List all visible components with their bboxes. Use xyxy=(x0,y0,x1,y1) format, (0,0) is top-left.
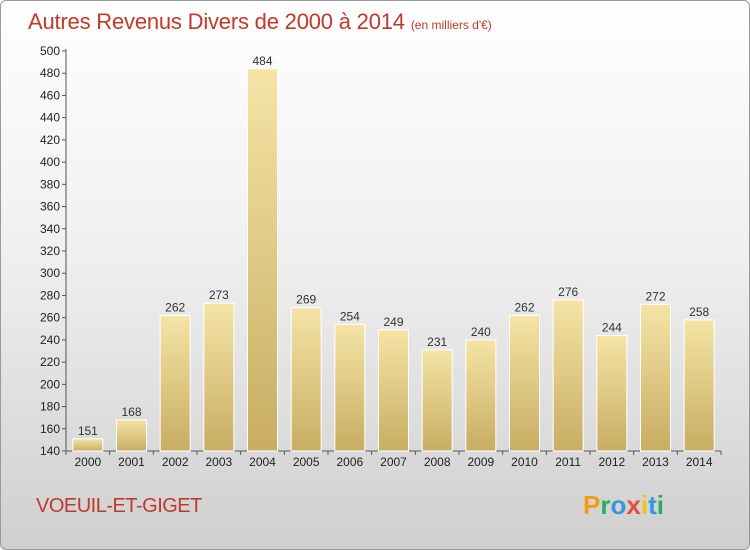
x-tick-label: 2013 xyxy=(642,455,669,469)
value-label-2001: 168 xyxy=(121,405,141,419)
bar-2009 xyxy=(465,339,497,452)
x-tick-label: 2006 xyxy=(336,455,363,469)
value-label-2013: 272 xyxy=(645,289,665,303)
y-tick-label: 420 xyxy=(40,133,60,147)
proxiti-logo[interactable]: Proxiti xyxy=(583,490,664,521)
logo-letter: i xyxy=(656,490,664,520)
value-label-2012: 244 xyxy=(602,320,622,334)
bar-2006 xyxy=(334,323,366,452)
y-tick-label: 140 xyxy=(40,444,60,458)
value-label-2006: 254 xyxy=(340,309,360,323)
chart-subtitle: (en milliers d'€) xyxy=(410,18,492,32)
x-tick-label: 2000 xyxy=(74,455,101,469)
y-tick-label: 280 xyxy=(40,288,60,302)
bar-2011 xyxy=(552,299,584,452)
bar-2001 xyxy=(116,419,147,452)
y-tick-label: 320 xyxy=(40,244,60,258)
bar-2010 xyxy=(509,314,540,452)
value-label-2004: 484 xyxy=(252,54,272,68)
x-tick-label: 2010 xyxy=(511,455,538,469)
value-label-2003: 273 xyxy=(209,288,229,302)
y-tick-label: 220 xyxy=(40,355,60,369)
x-tick-label: 2001 xyxy=(118,455,145,469)
y-tick-label: 380 xyxy=(40,177,60,191)
y-tick-label: 400 xyxy=(40,155,60,169)
bar-2003 xyxy=(203,302,235,452)
x-tick-label: 2011 xyxy=(555,455,581,469)
y-tick-label: 480 xyxy=(40,66,60,80)
y-tick-label: 440 xyxy=(40,111,60,125)
y-axis: 140 160 180 200 220 240 260 280 300 320 340 360 380 4… xyxy=(40,44,67,458)
x-tick-label: 2009 xyxy=(467,455,494,469)
bar-2000 xyxy=(72,438,104,452)
logo-letter: P xyxy=(583,490,601,520)
value-label-2014: 258 xyxy=(689,305,709,319)
x-tick-label: 2008 xyxy=(424,455,451,469)
y-tick-label: 200 xyxy=(40,377,60,391)
value-label-2008: 231 xyxy=(427,335,447,349)
x-tick-label: 2014 xyxy=(686,455,713,469)
value-label-2011: 276 xyxy=(558,285,578,299)
y-tick-label: 160 xyxy=(40,422,60,436)
logo-letter: i xyxy=(640,490,649,520)
value-label-2002: 262 xyxy=(165,300,185,314)
logo-letter: t xyxy=(648,490,657,520)
bars xyxy=(72,68,715,452)
bar-2005 xyxy=(290,307,322,452)
y-tick-label: 500 xyxy=(40,44,60,58)
chart-title-block: Autres Revenus Divers de 2000 à 2014 (en … xyxy=(28,9,492,35)
x-tick-label: 2007 xyxy=(380,455,407,469)
y-tick-label: 180 xyxy=(40,400,60,414)
x-tick-label: 2003 xyxy=(205,455,232,469)
x-tick-label: 2012 xyxy=(598,455,625,469)
value-label-2005: 269 xyxy=(296,293,316,307)
logo-letter: r xyxy=(600,490,611,520)
x-axis: 2000 2001 2002 2003 2004 2005 2006 2007 2008 2009… xyxy=(65,450,722,469)
y-tick-label: 360 xyxy=(40,200,60,214)
commune-name: VOEUIL-ET-GIGET xyxy=(36,495,202,517)
bar-2004 xyxy=(247,68,278,452)
logo-letter: o xyxy=(610,490,627,520)
x-tick-label: 2004 xyxy=(249,455,276,469)
bar-2008 xyxy=(421,349,453,452)
bar-2014 xyxy=(683,319,715,452)
y-tick-label: 300 xyxy=(40,266,60,280)
y-tick-label: 260 xyxy=(40,311,60,325)
y-tick-label: 460 xyxy=(40,88,60,102)
value-labels: 151 168 262 273 484 269 254 249 231 240 262 276 244 2… xyxy=(78,54,710,438)
x-tick-label: 2005 xyxy=(293,455,320,469)
bar-2002 xyxy=(159,314,191,452)
bar-2012 xyxy=(596,334,628,452)
value-label-2009: 240 xyxy=(471,325,491,339)
chart-title: Autres Revenus Divers de 2000 à 2014 xyxy=(28,9,405,34)
y-tick-label: 340 xyxy=(40,222,60,236)
value-label-2007: 249 xyxy=(383,315,403,329)
logo-letter: x xyxy=(626,490,641,520)
value-label-2000: 151 xyxy=(78,424,98,438)
bar-2007 xyxy=(378,329,409,452)
y-tick-label: 240 xyxy=(40,333,60,347)
x-tick-label: 2002 xyxy=(162,455,189,469)
bar-2013 xyxy=(640,303,671,452)
value-label-2010: 262 xyxy=(514,300,534,314)
